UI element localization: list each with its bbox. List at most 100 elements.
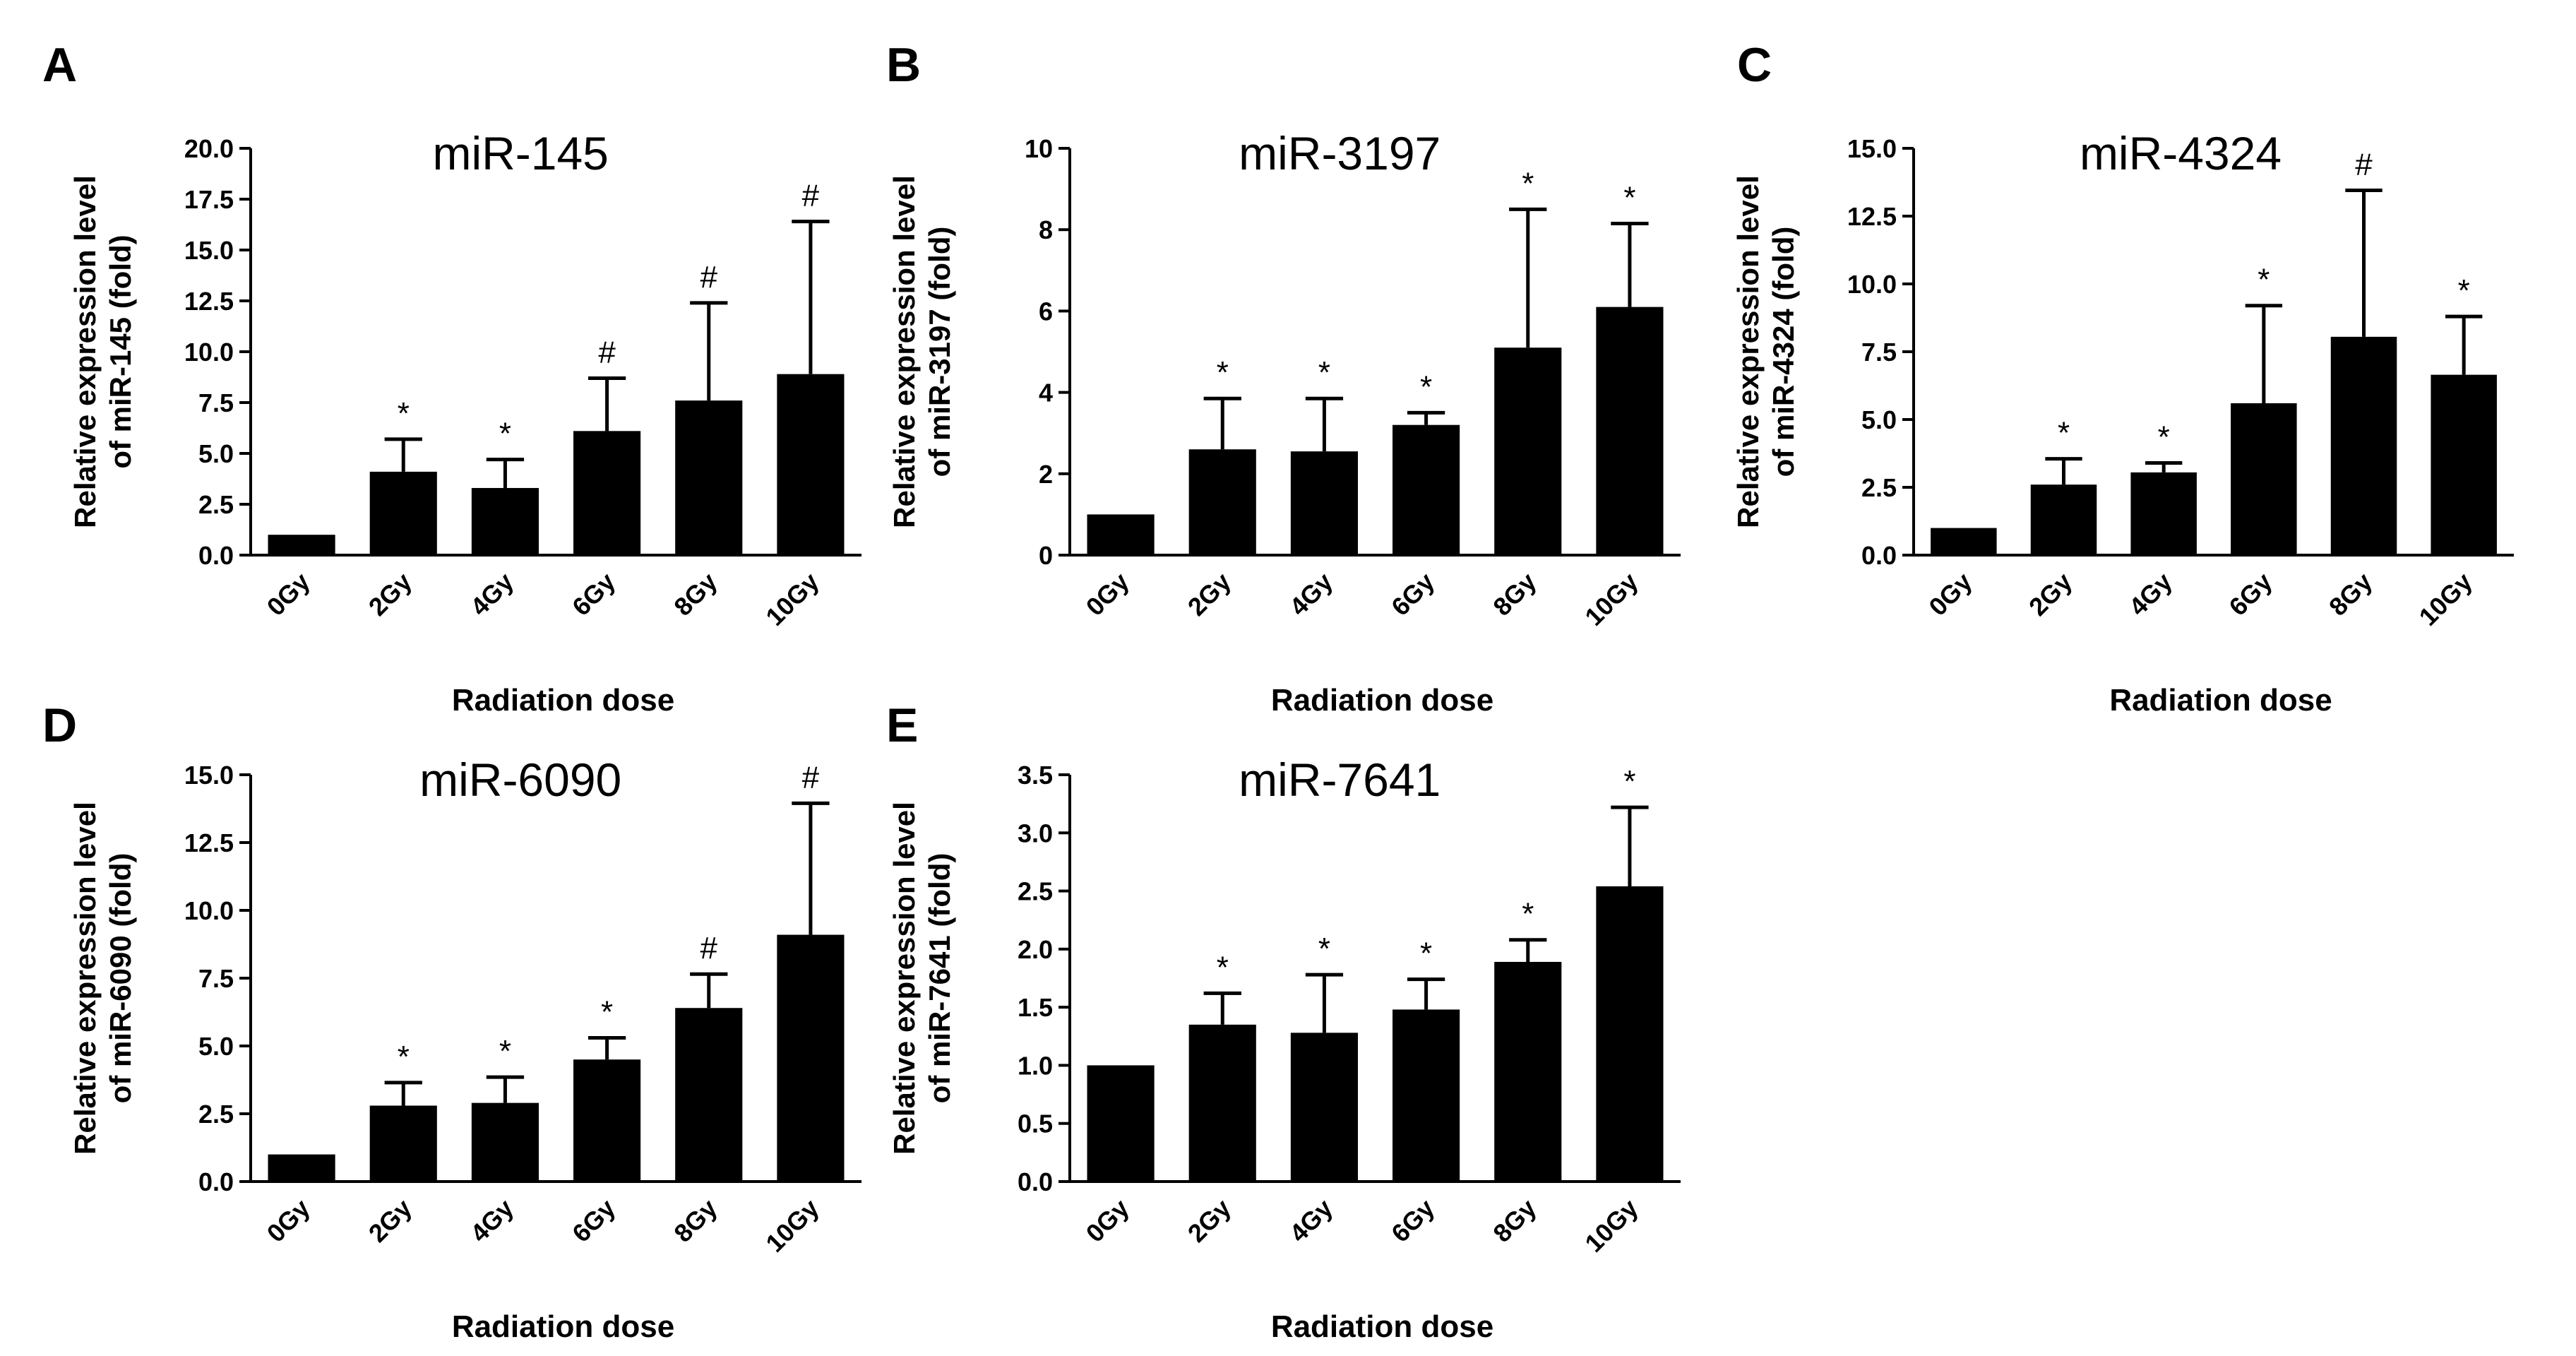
bar-0gy [1087,514,1155,555]
y-tick-label: 3.5 [1018,761,1053,790]
y-tick-label: 2.0 [1018,935,1053,964]
significance-marker: * [1217,950,1229,985]
panel-letter: C [1737,38,1772,92]
y-axis-label: Relative expression level [888,175,921,528]
y-tick-label: 7.5 [198,964,234,993]
y-tick-label: 10 [1025,134,1053,163]
x-tick-label: 2Gy [363,1194,417,1248]
chart-title: miR-145 [432,127,608,179]
bar-10gy [777,374,845,555]
significance-marker: * [499,417,511,451]
bar-6gy [573,431,641,555]
x-tick-label: 8Gy [1487,567,1542,622]
y-axis-label: Relative expression level [68,175,102,528]
y-axis-label: of miR-7641 (fold) [923,853,956,1104]
x-tick-label: 4Gy [1284,567,1338,622]
bar-4gy [1290,1033,1358,1182]
y-tick-label: 2.5 [198,490,234,519]
bar-2gy [1188,1024,1256,1182]
y-axis-label: Relative expression level [888,802,921,1155]
significance-marker: # [598,335,616,369]
x-tick-label: 0Gy [261,567,316,622]
x-tick-label: 8Gy [1487,1194,1542,1248]
x-tick-label: 6Gy [2223,567,2277,622]
y-tick-label: 1.5 [1018,993,1053,1022]
x-axis-label: Radiation dose [1271,683,1493,718]
y-tick-label: 8 [1039,215,1053,244]
y-tick-label: 20.0 [184,134,234,163]
y-tick-label: 0.0 [198,1167,234,1196]
y-tick-label: 0.0 [1861,541,1897,570]
significance-marker: * [1522,166,1534,201]
bar-0gy [268,535,335,555]
y-tick-label: 10.0 [184,338,234,367]
x-tick-label: 4Gy [1284,1194,1338,1248]
x-axis-label: Radiation dose [1271,1309,1493,1344]
y-tick-label: 0.5 [1018,1110,1053,1138]
bar-0gy [268,1154,335,1182]
panel-letter: B [886,38,921,92]
bar-10gy [1596,886,1664,1182]
y-tick-label: 2.5 [1018,877,1053,906]
significance-marker: * [1318,932,1330,966]
y-axis-label: of miR-4324 (fold) [1767,227,1800,477]
x-tick-label: 8Gy [668,567,722,622]
x-tick-label: 10Gy [760,1194,824,1258]
chart-title: miR-4324 [2080,127,2282,179]
y-tick-label: 10.0 [1847,270,1897,299]
y-tick-label: 17.5 [184,185,234,214]
chart-title: miR-6090 [419,754,621,806]
bar-8gy [1494,961,1562,1182]
bar-6gy [1393,424,1460,555]
chart-panel-d: D 0.0 2.5 5.0 7.5 10.0 12.5 15.0 0Gy * 2Gy * 4Gy * 6Gy… [42,698,861,1344]
x-tick-label: 4Gy [2123,567,2178,622]
significance-marker: # [802,179,820,213]
bar-2gy [1188,449,1256,555]
x-tick-label: 10Gy [1579,1194,1643,1258]
chart-title: miR-7641 [1239,754,1441,806]
bar-8gy [675,400,743,555]
bar-6gy [573,1059,641,1182]
bar-0gy [1931,528,1997,555]
significance-marker: * [1420,936,1432,971]
bar-8gy [675,1008,743,1182]
y-tick-label: 0 [1039,541,1053,570]
significance-marker: * [1420,369,1432,404]
x-axis-label: Radiation dose [452,1309,674,1344]
significance-marker: * [499,1034,511,1069]
y-axis-label: Relative expression level [1731,175,1765,528]
significance-marker: * [2158,420,2170,454]
x-tick-label: 6Gy [566,1194,621,1248]
significance-marker: * [1522,897,1534,932]
y-axis-label: of miR-145 (fold) [104,234,137,468]
bar-2gy [369,471,437,555]
y-tick-label: 0.0 [198,541,234,570]
x-tick-label: 10Gy [2414,567,2478,631]
x-tick-label: 8Gy [2323,567,2378,622]
y-tick-label: 4 [1039,379,1053,408]
significance-marker: * [398,396,410,431]
bar-4gy [2130,472,2197,555]
significance-marker: # [700,931,718,965]
y-tick-label: 7.5 [1861,338,1897,367]
x-tick-label: 6Gy [566,567,621,622]
x-tick-label: 0Gy [1080,567,1135,622]
panel-letter: D [42,698,77,752]
y-tick-label: 1.0 [1018,1051,1053,1080]
y-tick-label: 7.5 [198,388,234,417]
chart-panel-e: E 0.0 0.5 1.0 1.5 2.0 2.5 3.0 3.5 0Gy * 2Gy * 4Gy * 6Gy… [886,698,1681,1344]
x-tick-label: 2Gy [1182,567,1236,622]
x-tick-label: 0Gy [1923,567,1977,622]
significance-marker: * [1623,764,1635,799]
chart-panel-b: B 0 2 4 6 8 10 0Gy * 2Gy * 4Gy * 6Gy * 8Gy * 10Gy miR-3197… [886,38,1681,718]
y-tick-label: 10.0 [184,896,234,925]
y-axis-label: of miR-6090 (fold) [104,853,137,1104]
x-axis-label: Radiation dose [2109,683,2332,718]
x-tick-label: 6Gy [1385,567,1440,622]
x-tick-label: 0Gy [261,1194,316,1248]
y-axis-label: of miR-3197 (fold) [923,227,956,477]
bar-10gy [2431,374,2497,555]
x-tick-label: 4Gy [465,567,519,622]
chart-title: miR-3197 [1239,127,1441,179]
